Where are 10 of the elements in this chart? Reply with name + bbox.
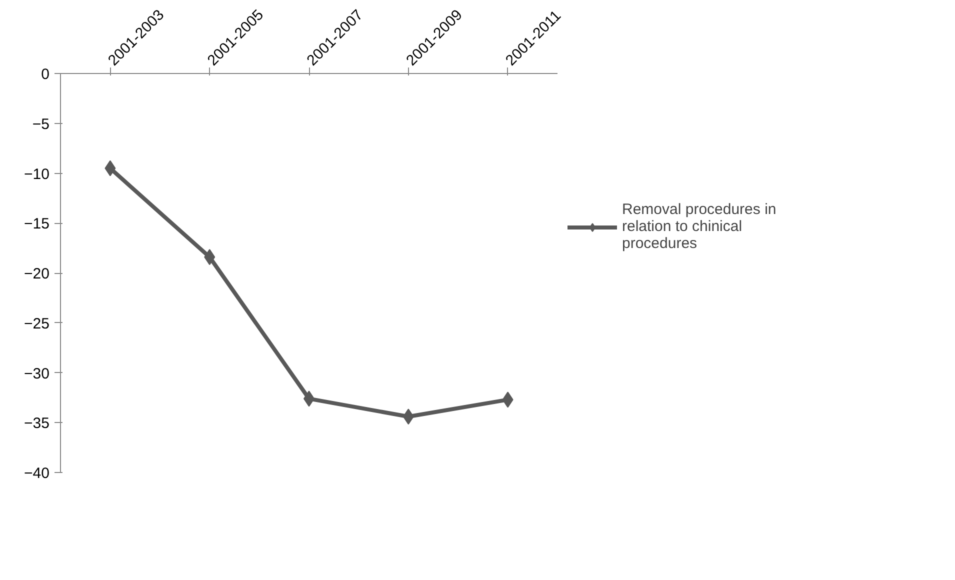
y-tick-label: −10 bbox=[24, 166, 50, 183]
y-tick-label: −35 bbox=[24, 415, 50, 432]
y-tick-label: −25 bbox=[24, 315, 50, 332]
y-tick-label: −20 bbox=[24, 266, 50, 282]
y-tick-label: 0 bbox=[41, 66, 50, 83]
y-tick-label: −40 bbox=[24, 465, 50, 482]
y-tick-label: −30 bbox=[24, 365, 50, 382]
y-tick-label: −15 bbox=[24, 216, 50, 233]
legend-label: Removal procedures in relation to chinical procedures bbox=[622, 201, 776, 252]
y-tick-label: −5 bbox=[32, 116, 50, 133]
